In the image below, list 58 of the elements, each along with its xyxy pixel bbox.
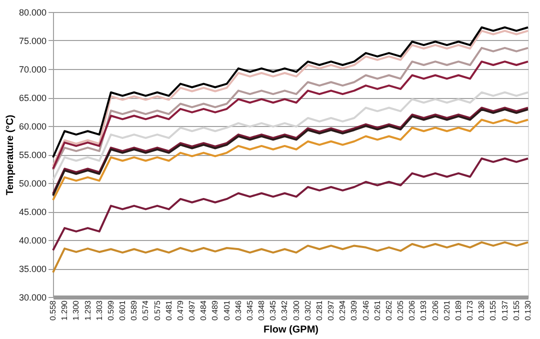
y-tick-label: 50.000: [18, 178, 46, 188]
x-tick-label: 0.173: [466, 300, 475, 321]
x-tick-label: 1.293: [83, 300, 92, 321]
line-series: [52, 118, 529, 202]
y-tick-label: 60.000: [18, 122, 46, 132]
x-tick-label: 0.262: [384, 300, 394, 321]
x-tick-label: 0.309: [350, 300, 359, 321]
x-tick-label: 0.155: [512, 300, 521, 321]
x-tick-label: 0.261: [372, 300, 382, 321]
x-tick-label: 0.401: [222, 300, 232, 321]
x-tick-label: 0.281: [314, 300, 324, 321]
x-tick-label: 0.201: [442, 300, 452, 321]
y-tick-label: 75.000: [18, 36, 46, 46]
x-tick-label: 0.497: [188, 300, 197, 321]
x-tick-label: 0.189: [454, 300, 463, 321]
y-tick-label: 70.000: [18, 64, 46, 74]
x-tick-label: 0.346: [234, 300, 243, 321]
x-tick-label: 0.155: [488, 300, 498, 321]
x-tick-label: 1.300: [72, 300, 81, 321]
x-tick-label: 0.294: [338, 300, 348, 321]
x-tick-label: 0.558: [48, 300, 58, 321]
x-tick-label: 0.575: [152, 300, 162, 321]
x-tick-label: 1.290: [60, 300, 70, 321]
x-tick-label: 0.246: [361, 300, 370, 321]
x-tick-label: 0.479: [176, 300, 185, 321]
x-tick-label: 0.484: [199, 300, 208, 321]
x-tick-label: 0.206: [430, 300, 440, 321]
x-tick-label: 0.348: [257, 300, 266, 321]
x-tick-label: 0.589: [130, 300, 139, 321]
x-tick-label: 0.489: [210, 300, 220, 321]
x-tick-label: 0.205: [396, 300, 406, 321]
x-tick-label: 0.481: [164, 300, 174, 321]
line-series: [52, 241, 529, 274]
x-tick-label: 0.302: [303, 300, 312, 321]
y-tick-label: 55.000: [18, 150, 46, 160]
y-tick-label: 80.000: [18, 8, 46, 18]
y-tick-label: 30.000: [18, 292, 46, 302]
y-axis-title: Temperature (°C): [4, 114, 16, 196]
x-tick-label: 0.136: [477, 300, 486, 321]
x-tick-label: 1.303: [94, 300, 104, 321]
x-tick-label: 0.345: [268, 300, 278, 321]
x-tick-label: 0.206: [408, 300, 417, 321]
x-tick-label: 0.297: [326, 300, 336, 321]
y-tick-label: 40.000: [18, 236, 46, 246]
x-tick-label: 0.300: [292, 300, 301, 321]
x-axis-title: Flow (GPM): [264, 324, 318, 336]
x-tick-label: 0.137: [500, 300, 510, 321]
x-tick-label: 0.599: [106, 300, 116, 321]
line-series: [52, 157, 529, 252]
x-tick-label: 0.130: [524, 300, 532, 321]
y-tick-label: 35.000: [18, 264, 46, 274]
x-tick-label: 0.574: [141, 300, 150, 321]
x-tick-label: 0.342: [280, 300, 290, 321]
x-tick-label: 0.345: [245, 300, 254, 321]
x-tick-label: 0.601: [118, 300, 128, 321]
x-tick-label: 0.193: [419, 300, 428, 321]
y-tick-label: 65.000: [18, 93, 46, 103]
y-tick-label: 45.000: [18, 207, 46, 217]
